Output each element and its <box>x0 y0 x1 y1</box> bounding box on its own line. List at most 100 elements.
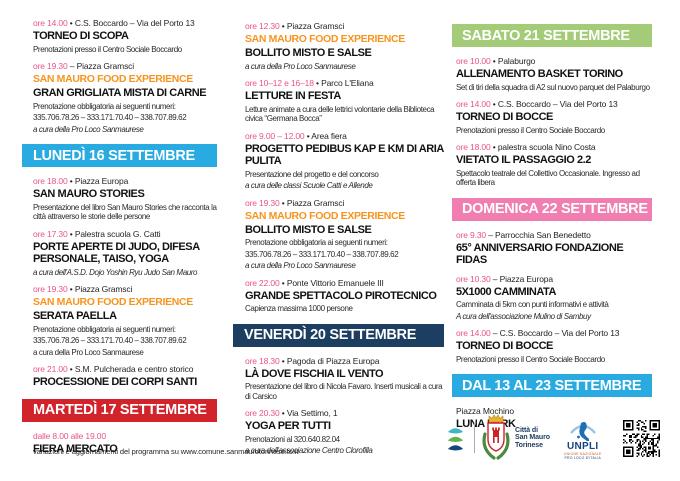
event-item: dalle 8.00 alle 19.00 FIERA MERCATO <box>22 431 217 456</box>
event-item: ore 10.00 • Palaburgo ALLENAMENTO BASKET … <box>452 56 652 92</box>
event-description: Letture animate a cura delle lettrici vo… <box>245 104 435 124</box>
event-item: ore 9.00 – 12.00 • Area fiera PROGETTO PE… <box>233 131 444 191</box>
event-time-place: dalle 8.00 alle 19.00 <box>33 431 217 441</box>
event-place: C.S. Boccardo – Via del Porto 13 <box>499 328 620 338</box>
event-title: GRAN GRIGLIATA MISTA DI CARNE <box>33 87 207 99</box>
event-time: ore 12.30 <box>245 21 280 31</box>
event-title: PROCESSIONE DEI CORPI SANTI <box>33 376 197 388</box>
unpli-subtext-1: UNIONE NAZIONALE <box>563 451 602 456</box>
event-place: Parrocchia San Benedetto <box>495 229 591 240</box>
event-item: ore 20.30 • Via Settimo, 1 YOGA PER TUTTI… <box>233 408 444 456</box>
event-description: A cura dell'associazione Mulino di Sambu… <box>456 311 591 321</box>
day-banner: MARTEDÌ 17 SETTEMBRE <box>22 398 217 422</box>
event-time: ore 10–12 e 16–18 <box>245 78 314 88</box>
event-time: ore 10.00 <box>456 56 491 66</box>
event-place: C.S. Boccardo – Via del Porto 13 <box>74 18 195 28</box>
event-title: TORNEO DI BOCCE <box>456 340 553 352</box>
event-place: Pagoda di Piazza Europa <box>286 355 380 366</box>
event-time: ore 18.30 <box>245 355 280 366</box>
event-description: Prenotazioni al 320.640.82.04 <box>245 434 340 444</box>
festival-arcs-logo-icon <box>447 428 464 451</box>
event-description: Prenotazione obbligatoria ai seguenti nu… <box>33 101 176 111</box>
event-time: ore 18.00 <box>456 142 491 152</box>
event-item: ore 19.30 • Piazza Gramsci SAN MAURO FOOD… <box>22 284 217 357</box>
event-time: ore 18.00 <box>33 176 68 186</box>
event-time-place: ore 18.30 • Pagoda di Piazza Europa <box>245 356 444 366</box>
event-title: YOGA PER TUTTI <box>245 420 331 432</box>
event-item: ore 17.30 • Palestra scuola G. Catti PORT… <box>22 229 217 278</box>
event-item: ore 14.00 • C.S. Boccardo – Via del Port… <box>22 18 217 54</box>
event-item: ore 18.00 • palestra scuola Nino Costa VI… <box>452 142 652 188</box>
event-time: ore 21.00 <box>33 364 68 374</box>
event-place: Area fiera <box>311 130 347 141</box>
column-middle: ore 12.30 • Piazza Gramsci SAN MAURO FOOD… <box>233 0 444 463</box>
event-title: ALLENAMENTO BASKET TORINO <box>456 68 623 80</box>
event-time-place: ore 18.00 • Piazza Europa <box>33 176 217 186</box>
event-description: Set di tiri della squadra di A2 sul nuov… <box>456 82 650 92</box>
event-description: Spettacolo teatrale del Collettivo Occas… <box>456 168 640 188</box>
column-right: SABATO 21 SETTEMBRE ore 10.00 • Palaburgo… <box>452 0 652 438</box>
event-item: ore 14.00 • C.S. Boccardo – Via del Port… <box>452 99 652 135</box>
event-place: Piazza Gramsci <box>74 284 133 294</box>
event-time-place: ore 20.30 • Via Settimo, 1 <box>245 408 444 418</box>
event-description: Presentazione del progetto e del concors… <box>245 169 379 179</box>
event-place: Parco L'Eliana <box>321 78 374 88</box>
event-description: Camminata di 5km con punti informativi e… <box>456 300 609 309</box>
event-item: ore 22.00 • Ponte Vittorio Emanuele III G… <box>233 278 444 314</box>
event-description: Capienza massima 1000 persone <box>245 304 353 313</box>
event-title: TORNEO DI BOCCE <box>456 111 553 123</box>
event-time: ore 22.00 <box>245 277 280 288</box>
event-time-place: ore 18.00 • palestra scuola Nino Costa <box>456 142 652 152</box>
event-time-place: ore 10–12 e 16–18 • Parco L'Eliana <box>245 78 444 88</box>
event-item: ore 18.00 • Piazza Europa SAN MAURO STORI… <box>22 176 217 222</box>
event-time-place: ore 19.30 – Piazza Gramsci <box>33 61 217 71</box>
event-description: Prenotazione obbligatoria ai seguenti nu… <box>245 238 388 247</box>
event-time: ore 20.30 <box>245 408 280 418</box>
event-title: BOLLITO MISTO E SALSE <box>245 223 372 236</box>
day-banner: DAL 13 AL 23 SETTEMBRE <box>452 374 652 397</box>
separator: – <box>490 273 500 284</box>
event-item: ore 9.30 – Parrocchia San Benedetto 65° A… <box>452 230 652 267</box>
event-place: Palaburgo <box>497 56 536 66</box>
event-item: ore 18.30 • Pagoda di Piazza Europa LÀ DO… <box>233 356 444 402</box>
event-place: Palestra scuola G. Catti <box>74 228 161 239</box>
event-title: PORTE APERTE DI JUDO, DIFESA PERSONALE, … <box>33 240 200 266</box>
separator: • <box>279 21 287 31</box>
event-time-place: ore 14.00 • C.S. Boccardo – Via del Port… <box>33 18 217 28</box>
separator: • <box>490 142 498 152</box>
event-time: dalle 8.00 alle 19.00 <box>33 430 106 441</box>
event-time: ore 14.00 <box>456 99 491 109</box>
separator: • <box>490 99 498 109</box>
event-place: Piazza Mochino <box>456 406 514 416</box>
event-description: Prenotazioni presso il Centro Sociale Bo… <box>33 44 182 54</box>
event-title: 5X1000 CAMMINATA <box>456 285 556 298</box>
unpli-label: UNPLI <box>566 440 599 452</box>
event-brand: SAN MAURO FOOD EXPERIENCE <box>245 209 405 222</box>
event-time-place: ore 21.00 • S.M. Pulcherada e centro sto… <box>33 364 217 374</box>
event-place: Piazza Gramsci <box>76 61 135 71</box>
event-place: S.M. Pulcherada e centro storico <box>74 364 194 374</box>
event-time-place: ore 22.00 • Ponte Vittorio Emanuele III <box>245 278 444 288</box>
partner-logos-row: Città di San Mauro Torinese UNPLI UNIONE… <box>440 408 678 468</box>
event-time: ore 19.30 <box>33 284 68 294</box>
event-description: a cura dell'associazione Centro Clorofil… <box>245 446 373 455</box>
separator: • <box>490 56 498 66</box>
event-brand: SAN MAURO FOOD EXPERIENCE <box>33 73 193 85</box>
day-banner: SABATO 21 SETTEMBRE <box>452 24 652 47</box>
city-logo-text: Città di San Mauro Torinese <box>515 426 550 449</box>
column-left: ore 14.00 • C.S. Boccardo – Via del Port… <box>22 0 217 462</box>
event-time: ore 14.00 <box>33 18 68 28</box>
event-place: palestra scuola Nino Costa <box>497 142 596 152</box>
event-time-place: ore 17.30 • Palestra scuola G. Catti <box>33 229 217 239</box>
event-brand: SAN MAURO FOOD EXPERIENCE <box>245 33 405 45</box>
event-description: Prenotazioni presso il Centro Sociale Bo… <box>456 125 605 135</box>
event-item: ore 19.30 – Piazza Gramsci SAN MAURO FOOD… <box>22 61 217 134</box>
event-time: ore 9.30 <box>456 229 486 240</box>
event-time-place: ore 14.00 – C.S. Boccardo – Via del Port… <box>456 328 652 338</box>
event-item: ore 19.30 • Piazza Gramsci SAN MAURO FOOD… <box>233 198 444 271</box>
event-time-place: ore 10.00 • Palaburgo <box>456 56 652 66</box>
logo-divider <box>474 423 475 453</box>
day-banner: LUNEDÌ 16 SETTEMBRE <box>22 144 217 167</box>
event-place: Piazza Gramsci <box>286 197 345 208</box>
separator: • <box>67 284 75 294</box>
